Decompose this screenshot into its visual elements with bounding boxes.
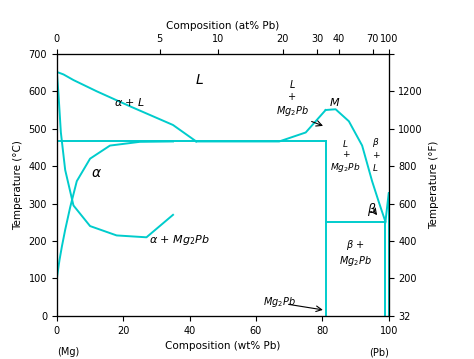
Text: Mg$_2$Pb: Mg$_2$Pb <box>263 295 296 309</box>
Y-axis label: Temperature (°C): Temperature (°C) <box>13 140 23 230</box>
Text: $L$
+
Mg$_2$Pb: $L$ + Mg$_2$Pb <box>276 78 309 118</box>
Text: $\beta$ +
Mg$_2$Pb: $\beta$ + Mg$_2$Pb <box>339 238 372 267</box>
Text: (Pb): (Pb) <box>369 348 389 358</box>
Text: $\alpha$ + Mg$_2$Pb: $\alpha$ + Mg$_2$Pb <box>149 233 210 247</box>
Text: $L$: $L$ <box>195 73 204 87</box>
Text: $M$: $M$ <box>329 95 340 107</box>
Text: $\alpha$ + $L$: $\alpha$ + $L$ <box>114 96 146 108</box>
Text: $\alpha$: $\alpha$ <box>91 167 102 180</box>
X-axis label: Composition (at% Pb): Composition (at% Pb) <box>166 20 279 31</box>
X-axis label: Composition (wt% Pb): Composition (wt% Pb) <box>165 341 281 351</box>
Text: $\beta$
+
$L$: $\beta$ + $L$ <box>372 136 379 173</box>
Text: $L$
+
Mg$_2$Pb: $L$ + Mg$_2$Pb <box>330 138 361 174</box>
Y-axis label: Temperature (°F): Temperature (°F) <box>428 141 438 229</box>
Text: $\beta$: $\beta$ <box>367 201 377 218</box>
Text: (Mg): (Mg) <box>57 348 79 358</box>
